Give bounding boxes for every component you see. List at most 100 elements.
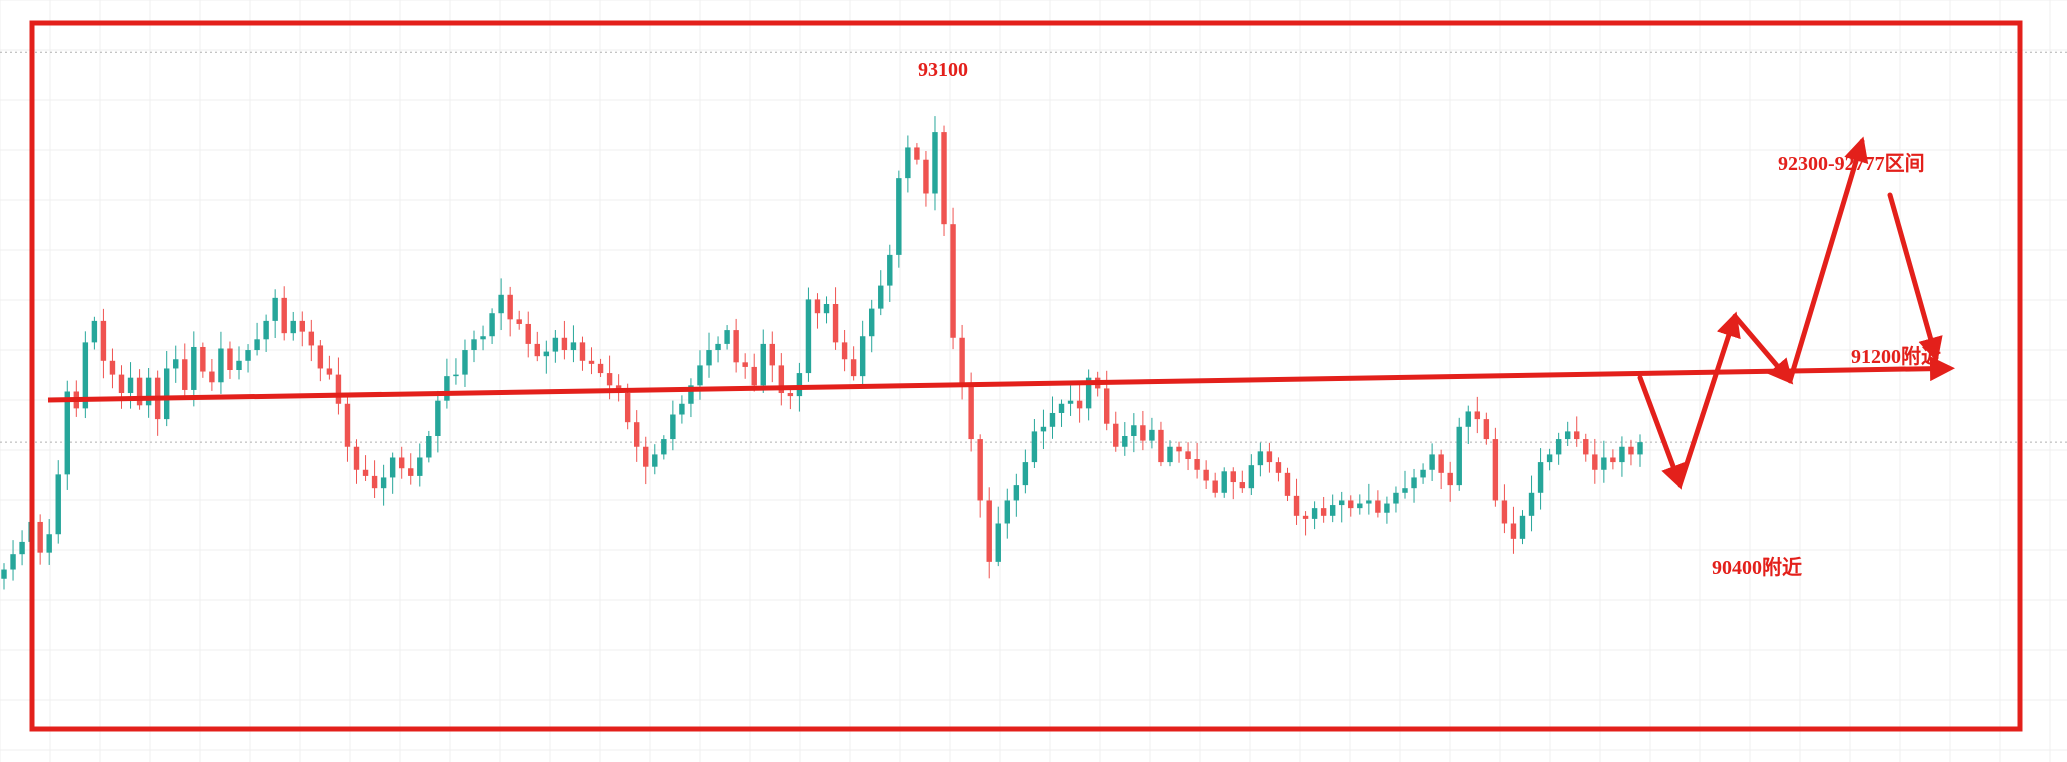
candle-body — [561, 337, 568, 351]
candle-body — [1049, 412, 1056, 427]
candle-body — [1339, 500, 1345, 506]
candle-body — [191, 346, 197, 390]
candle-body — [55, 474, 61, 535]
candle-body — [317, 345, 324, 369]
candle-body — [1375, 500, 1381, 513]
candle-body — [859, 336, 866, 377]
candle-body — [254, 339, 260, 351]
annotation-label: 91200附近 — [1851, 344, 1941, 368]
candle-body — [1555, 439, 1562, 455]
annotation-label: 93100 — [918, 59, 968, 81]
candle-body — [950, 224, 956, 338]
candle-body — [308, 331, 315, 346]
candle-body — [1601, 457, 1607, 470]
frame-box — [29, 20, 2023, 732]
candle-body — [914, 147, 920, 160]
candle-body — [606, 373, 613, 386]
candle-body — [1067, 400, 1074, 404]
candle-body — [453, 374, 459, 377]
candle-body — [362, 469, 369, 476]
candle-body — [245, 350, 251, 361]
annotation-label: 90400附近 — [1712, 555, 1802, 579]
candle-body — [1, 569, 7, 579]
candle-body — [1058, 403, 1065, 413]
candle-body — [661, 439, 667, 455]
candle-body — [570, 342, 577, 351]
candle-body — [724, 330, 730, 344]
candle-body — [688, 385, 694, 404]
candle-body — [10, 554, 16, 570]
candle-body — [163, 368, 170, 420]
candle-body — [408, 468, 414, 476]
candle-body — [1149, 429, 1155, 441]
candle-body — [652, 454, 658, 467]
candle-body — [769, 343, 775, 366]
candle-body — [1131, 425, 1137, 436]
candle-body — [887, 254, 893, 286]
candle-body — [552, 337, 559, 352]
candle-body — [1203, 469, 1209, 481]
candle-body — [1384, 503, 1390, 513]
candle-body — [1248, 465, 1255, 489]
candle-body — [896, 178, 902, 255]
candle-body — [1420, 469, 1426, 478]
candle-body — [796, 373, 803, 397]
candle-body — [173, 359, 179, 369]
candle-body — [1230, 471, 1236, 483]
candle-body — [760, 343, 766, 386]
candle-body — [417, 457, 423, 476]
projection-arrow — [1887, 192, 1943, 363]
candle-body — [1510, 523, 1517, 539]
candle-body — [1185, 451, 1191, 460]
candle-body — [679, 403, 685, 415]
candle-body — [281, 297, 287, 334]
candle-body — [389, 457, 396, 478]
candle-body — [1122, 436, 1128, 447]
candle-body — [516, 319, 522, 324]
candle-body — [1257, 451, 1264, 466]
candle-body — [1293, 495, 1300, 516]
projection-arrow — [1732, 313, 1794, 385]
candle-body — [435, 400, 441, 436]
candle-body — [751, 366, 757, 386]
candle-body — [643, 446, 649, 467]
candle-body — [579, 342, 586, 361]
candle-body — [1619, 446, 1625, 463]
candle-body — [1031, 431, 1038, 463]
candle-body — [444, 376, 450, 401]
candle-body — [236, 360, 242, 370]
candle-body — [787, 393, 794, 397]
candle-body — [1076, 400, 1083, 409]
candle-body — [1176, 446, 1182, 452]
candle-body — [1610, 457, 1616, 463]
candle-body — [218, 348, 224, 383]
candle-body — [1013, 485, 1020, 501]
candle-body — [1329, 505, 1336, 516]
candle-body — [290, 320, 296, 334]
candle-body — [1357, 503, 1363, 509]
candle-body — [1040, 426, 1047, 432]
candle-body — [200, 346, 206, 372]
candle-body — [778, 365, 785, 394]
candle-body — [941, 132, 947, 225]
candle-body — [19, 541, 25, 555]
candles — [1, 116, 1643, 590]
candle-body — [1438, 454, 1444, 473]
candle-body — [706, 350, 712, 366]
candle-body — [344, 403, 351, 447]
candle-body — [534, 343, 540, 357]
candle-body — [1266, 451, 1273, 463]
candle-body — [1167, 446, 1173, 463]
candle-body — [498, 294, 504, 314]
candle-body — [1022, 462, 1029, 486]
horizontal-level-line — [47, 356, 1955, 403]
candle-body — [118, 374, 125, 394]
candle-body — [1574, 431, 1580, 440]
candle-body — [850, 359, 857, 377]
projection-arrow — [1787, 136, 1869, 384]
candle-body — [995, 523, 1001, 562]
candle-body — [1311, 508, 1318, 519]
candle-body — [299, 320, 305, 332]
candle-body — [371, 475, 378, 489]
candle-body — [335, 374, 342, 404]
